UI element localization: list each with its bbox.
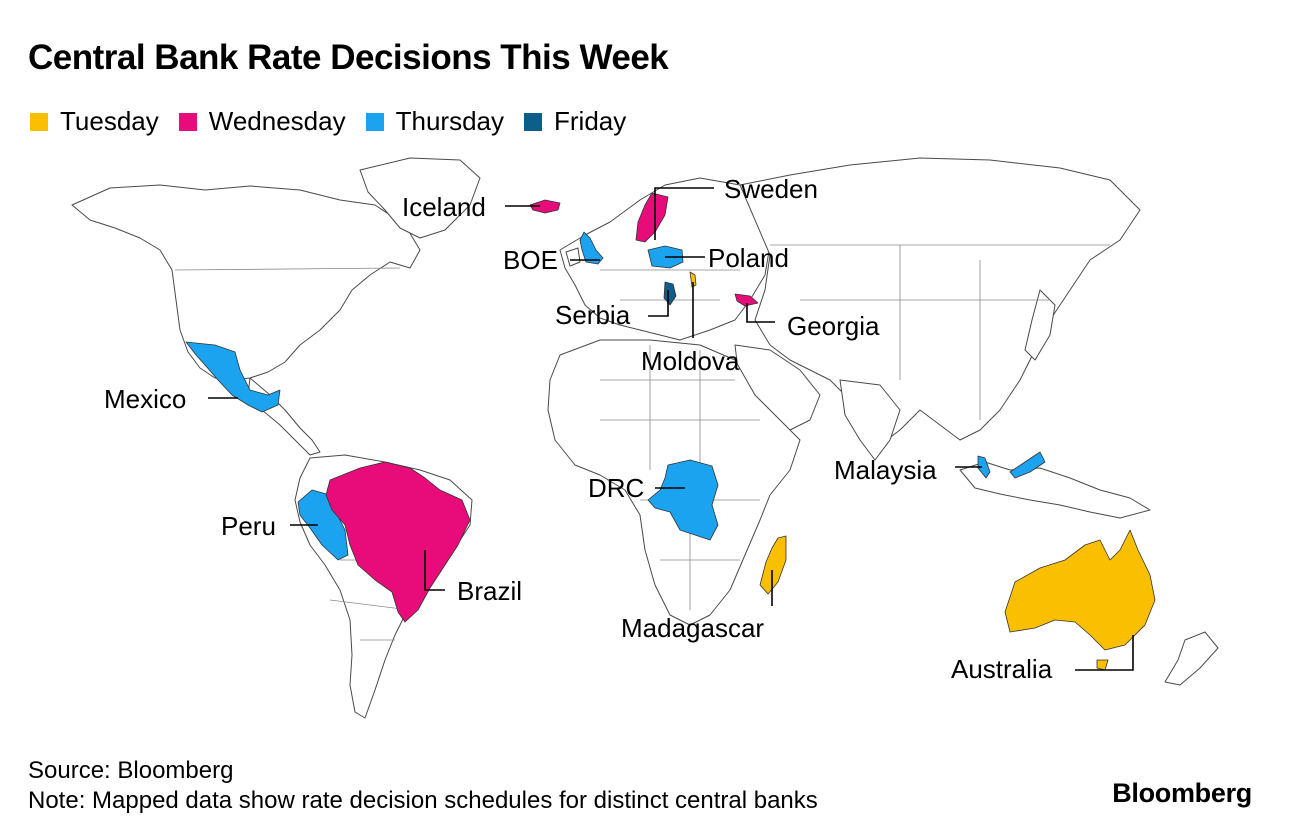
label-peru: Peru [221,511,276,541]
malaysia-peninsula-shape[interactable] [977,455,991,479]
legend-label-friday: Friday [554,106,627,136]
label-georgia: Georgia [787,311,880,341]
label-brazil: Brazil [457,576,522,606]
country-labels: Iceland Sweden BOE Poland Serbia Georgia… [104,174,1053,684]
georgia-shape[interactable] [734,293,759,307]
landmass-asia [739,157,1141,446]
source-note: Source: Bloomberg [28,757,234,784]
label-drc: DRC [588,473,644,503]
serbia-shape[interactable] [663,281,677,306]
georgia-leader [746,303,775,323]
landmass-india [839,379,901,461]
label-moldova: Moldova [641,346,740,376]
landmass-new-zealand [1164,631,1219,686]
peru-shape[interactable] [297,489,349,561]
label-sweden: Sweden [724,174,818,204]
landmass-ireland [565,247,581,267]
australia-leader [1075,635,1134,671]
sweden-leader [654,187,714,240]
sweden-shape[interactable] [635,192,669,243]
legend-label-tuesday: Tuesday [60,106,159,136]
label-madagascar: Madagascar [621,613,764,643]
footnote: Note: Mapped data show rate decision sch… [28,787,818,814]
label-boe: BOE [503,245,558,275]
legend-label-wednesday: Wednesday [208,106,346,136]
legend-swatch-thursday [365,112,384,131]
moldova-shape[interactable] [689,271,697,288]
label-mexico: Mexico [104,384,186,414]
drc-shape[interactable] [647,459,719,541]
border-us-canada [174,267,401,271]
serbia-leader [648,290,669,317]
legend-item-thursday: Thursday [365,106,504,137]
highlighted-countries [185,192,1156,671]
madagascar-shape[interactable] [759,535,787,595]
legend-item-tuesday: Tuesday [30,106,159,137]
brazil-shape[interactable] [325,461,471,623]
landmass-central-america [247,377,321,456]
legend: Tuesday Wednesday Thursday Friday [30,106,646,137]
label-poland: Poland [708,243,789,273]
mexico-shape[interactable] [185,341,281,413]
tasmania-shape[interactable] [1096,659,1109,671]
legend-item-friday: Friday [524,106,626,137]
legend-item-wednesday: Wednesday [178,106,346,137]
australia-shape[interactable] [1004,529,1156,651]
label-australia: Australia [951,654,1053,684]
label-iceland: Iceland [402,192,486,222]
border-asia [770,244,1110,420]
bloomberg-logo: Bloomberg [1112,778,1252,808]
legend-swatch-wednesday [178,112,197,131]
chart-title: Central Bank Rate Decisions This Week [28,38,669,77]
label-malaysia: Malaysia [834,455,937,485]
boe-shape[interactable] [579,231,604,265]
malaysia-borneo-shape[interactable] [1009,451,1046,479]
legend-swatch-friday [524,112,542,131]
landmass-greenland [359,157,481,239]
landmass-north-america [71,184,421,381]
leader-lines [208,187,1134,671]
landmass-japan [1024,289,1056,361]
iceland-shape[interactable] [529,199,561,214]
legend-swatch-tuesday [30,112,48,131]
legend-label-thursday: Thursday [395,106,504,136]
border-africa-north [600,345,760,470]
brazil-leader [424,550,445,591]
label-serbia: Serbia [555,300,631,330]
